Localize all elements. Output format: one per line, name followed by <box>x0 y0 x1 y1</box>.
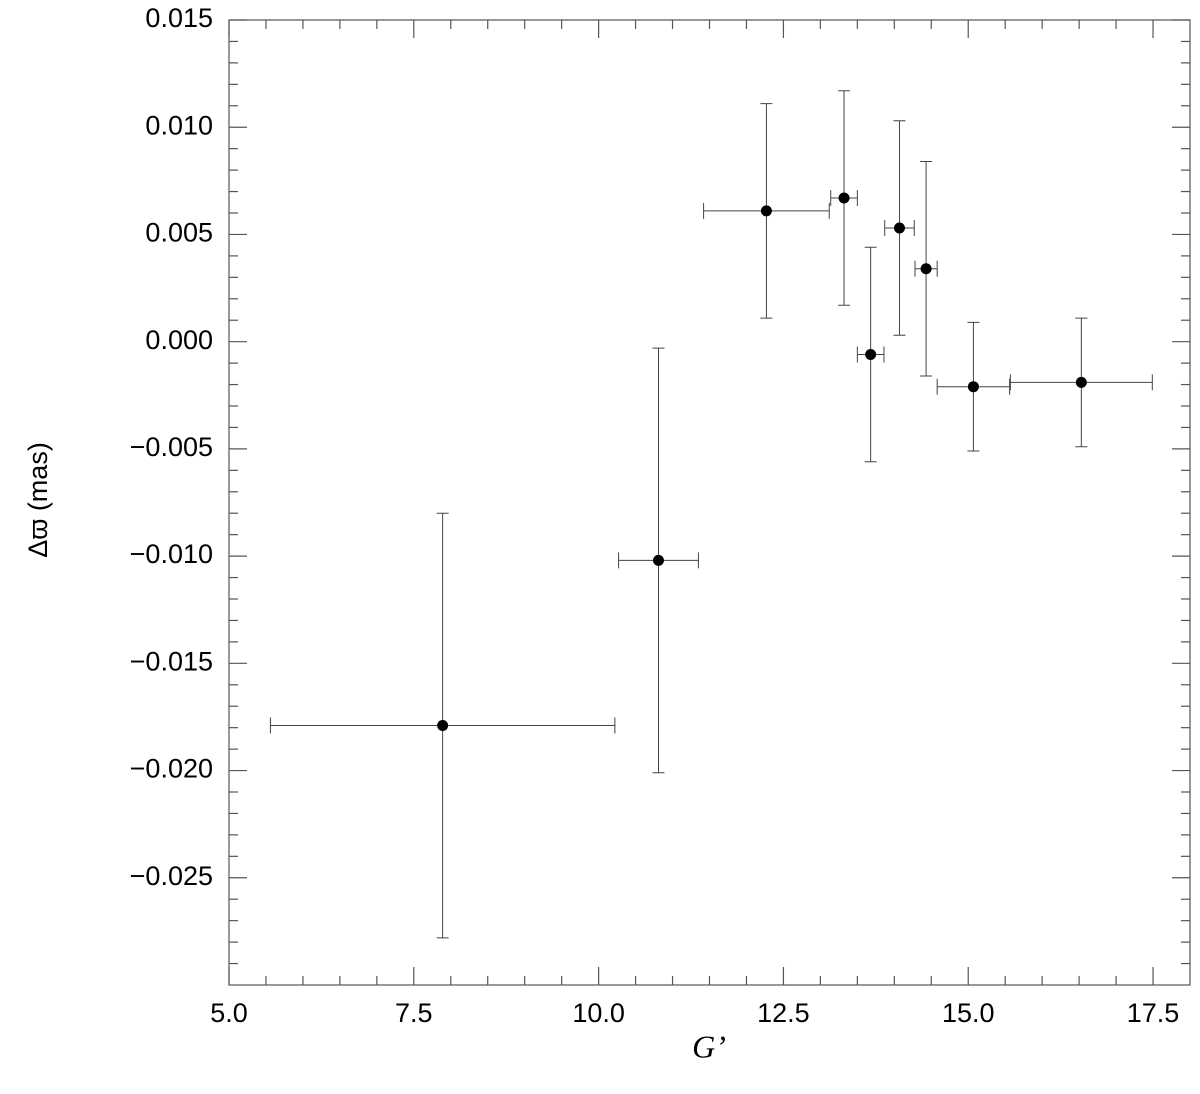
y-tick-label: −0.005 <box>130 432 213 462</box>
data-point <box>760 205 772 217</box>
x-tick-label: 12.5 <box>757 998 810 1028</box>
y-tick-label: 0.015 <box>145 3 213 33</box>
y-tick-label: −0.010 <box>130 539 213 569</box>
x-tick-label: 17.5 <box>1127 998 1180 1028</box>
data-point <box>893 222 905 234</box>
y-tick-label: 0.000 <box>145 325 213 355</box>
y-tick-label: 0.005 <box>145 218 213 248</box>
x-tick-label: 15.0 <box>942 998 995 1028</box>
data-point <box>865 349 877 361</box>
y-tick-label: −0.015 <box>130 646 213 676</box>
x-tick-label: 5.0 <box>210 998 248 1028</box>
data-point <box>838 192 850 204</box>
y-tick-label: 0.010 <box>145 110 213 140</box>
plot-frame <box>228 19 1191 986</box>
x-tick-label: 7.5 <box>395 998 433 1028</box>
x-tick-label: 10.0 <box>572 998 625 1028</box>
data-point <box>920 263 932 275</box>
data-point <box>652 554 664 566</box>
x-axis-label: G’ <box>692 1028 726 1064</box>
y-axis-label: Δϖ (mas) <box>23 442 53 558</box>
y-tick-label: −0.025 <box>130 861 213 891</box>
data-point <box>437 720 449 732</box>
data-point <box>967 381 979 393</box>
y-tick-label: −0.020 <box>130 754 213 784</box>
data-point <box>1075 376 1087 388</box>
